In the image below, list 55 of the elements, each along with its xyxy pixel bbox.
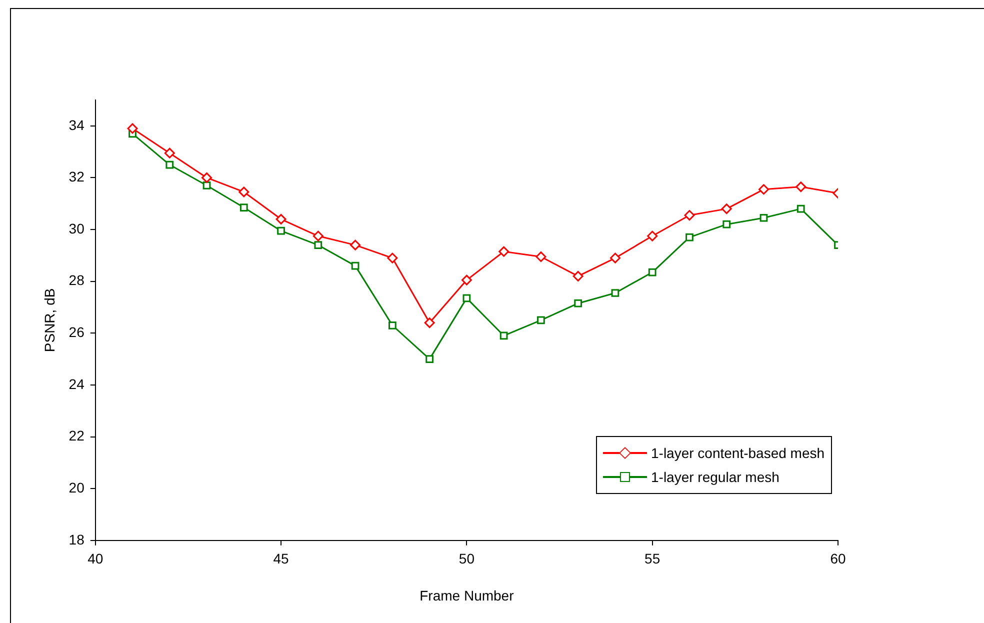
point — [572, 270, 584, 282]
point — [388, 321, 396, 330]
point — [647, 230, 658, 242]
x-tick-label: 60 — [830, 550, 846, 567]
y-tick-label: 32 — [68, 168, 85, 185]
point — [312, 230, 324, 242]
legend-label: 1-layer content-based mesh — [651, 445, 825, 462]
point — [276, 214, 286, 224]
point — [350, 240, 361, 250]
point — [722, 220, 731, 228]
point — [498, 246, 510, 257]
point — [202, 172, 212, 183]
y-tick-label: 26 — [68, 324, 85, 340]
x-tick-label: 55 — [644, 550, 660, 567]
x-tick-label: 50 — [458, 550, 475, 567]
point — [277, 226, 285, 235]
point — [202, 182, 211, 190]
x-tick-label: 45 — [273, 550, 290, 567]
y-axis-title: PSNR, dB — [41, 288, 58, 352]
point — [461, 274, 472, 286]
point — [387, 252, 398, 264]
point — [351, 262, 360, 270]
legend-label: 1-layer regular mesh — [651, 469, 780, 486]
point — [610, 252, 620, 264]
point — [426, 355, 434, 363]
y-tick-label: 22 — [68, 428, 85, 444]
point — [537, 316, 545, 324]
point — [574, 299, 582, 308]
point — [127, 123, 138, 134]
point — [536, 251, 546, 262]
point — [164, 148, 175, 158]
y-tick-label: 30 — [68, 220, 85, 236]
point — [758, 184, 769, 195]
point — [760, 214, 768, 222]
x-axis-title: Frame Number — [420, 587, 514, 604]
point — [462, 294, 471, 302]
y-tick-label: 24 — [68, 376, 85, 392]
x-tick-label: 40 — [88, 550, 104, 567]
point — [314, 241, 322, 250]
point — [611, 289, 620, 297]
point — [500, 332, 508, 340]
point — [721, 204, 732, 214]
y-tick-label: 18 — [68, 531, 85, 548]
point — [686, 233, 694, 242]
point — [684, 210, 695, 221]
y-tick-label: 34 — [68, 116, 85, 133]
point — [240, 204, 248, 212]
point — [424, 318, 435, 328]
point — [796, 182, 806, 192]
point — [238, 186, 250, 198]
point — [796, 204, 805, 213]
y-tick-label: 20 — [68, 479, 85, 496]
point — [166, 160, 174, 169]
point — [648, 268, 656, 276]
y-tick-label: 28 — [68, 272, 85, 288]
